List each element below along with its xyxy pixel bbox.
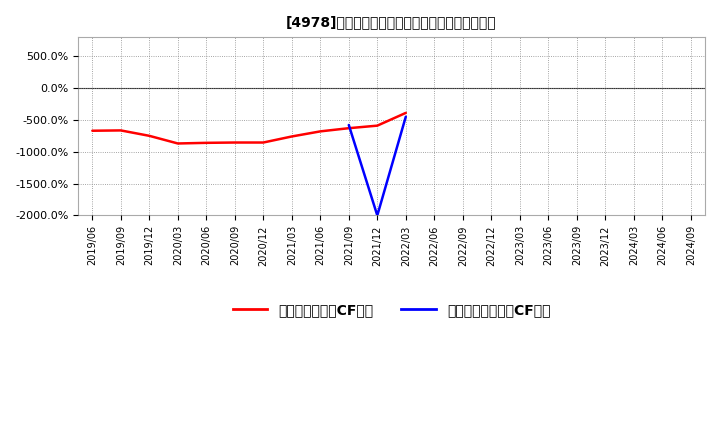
Title: [4978]　有利子負債キャッシュフロー比率の推移: [4978] 有利子負債キャッシュフロー比率の推移: [287, 15, 497, 29]
Legend: 有利子負債営業CF比率, 有利子負債フリーCF比率: 有利子負債営業CF比率, 有利子負債フリーCF比率: [227, 297, 556, 323]
